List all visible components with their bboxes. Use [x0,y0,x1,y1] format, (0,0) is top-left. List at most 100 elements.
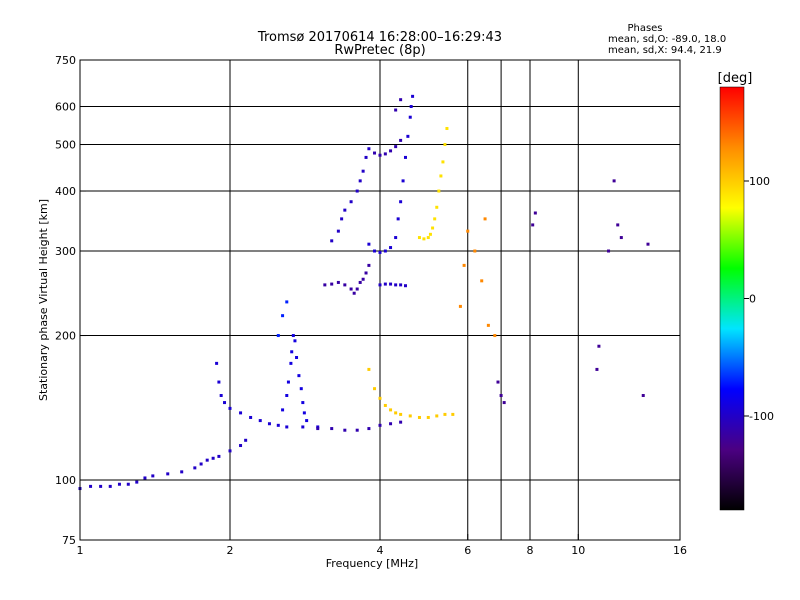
colorbar-ticks: -100 0 100 [744,175,774,423]
data-point [443,143,447,147]
y-tick-label: 75 [62,534,76,547]
data-point [305,419,309,423]
data-point [285,300,289,304]
data-point [217,454,221,458]
data-point [399,420,403,424]
data-point [389,282,393,286]
data-point [378,283,382,287]
data-point [394,411,398,415]
data-point [396,217,400,221]
data-point [378,153,382,157]
data-point [367,263,371,267]
data-point [358,179,362,183]
data-point [135,480,139,484]
data-point [399,412,403,416]
y-tick-label: 300 [55,245,76,258]
x-axis-ticks: 1 2 4 6 8 10 16 [77,534,687,557]
data-point [417,415,421,419]
data-point [223,401,227,405]
data-point [301,401,305,405]
colorbar-label: [deg] [718,71,753,86]
grid-lines [80,60,680,540]
y-tick-label: 750 [55,54,76,67]
data-point [466,229,470,233]
y-tick-label: 600 [55,101,76,114]
chart-subtitle: RwPretec (8p) [334,43,425,58]
data-point [364,155,368,159]
colorbar-tick-label: 100 [749,175,770,188]
data-point [249,415,253,419]
data-point [285,394,289,398]
data-point [267,422,271,426]
data-point [443,412,447,416]
data-point [597,344,601,348]
data-point [361,169,365,173]
data-point [343,283,347,287]
stats-line-x: mean, sd,X: 94.4, 21.9 [608,45,722,56]
x-tick-label: 2 [227,544,234,557]
data-point [352,291,356,295]
data-point [441,160,445,164]
data-point [445,126,449,130]
data-point [316,425,320,429]
data-point [619,236,623,240]
data-point [399,98,403,102]
data-point [383,282,387,286]
data-point [383,152,387,156]
data-point [408,115,412,119]
data-point [228,449,232,453]
data-point [364,271,368,275]
data-point [323,283,327,287]
data-point [361,277,365,281]
data-point [431,226,435,230]
data-point [286,380,290,384]
data-point [531,223,535,227]
y-tick-label: 200 [55,330,76,343]
colorbar-tick-label: 0 [749,293,756,306]
data-point [299,387,303,391]
data-point [301,425,305,429]
data-point [417,236,421,240]
data-point [289,361,293,365]
data-point [316,427,320,431]
data-point [378,423,382,427]
data-point [367,427,371,431]
data-point [281,314,285,318]
data-point [437,189,441,193]
data-point [199,462,203,466]
data-point [343,428,347,432]
data-point [641,394,645,398]
data-point [378,396,382,400]
data-point [367,147,371,151]
data-point [143,476,147,480]
data-point [330,239,334,243]
data-point [383,403,387,407]
data-point [435,414,439,418]
data-point [409,105,413,109]
y-tick-label: 400 [55,185,76,198]
data-point [462,263,466,267]
data-point [166,472,170,476]
data-point [483,217,487,221]
data-point [399,283,403,287]
data-point [340,217,344,221]
stats-heading: Phases [627,23,662,34]
data-point [355,428,359,432]
data-point [349,287,353,291]
data-point [403,155,407,159]
chart-title: Tromsø 20170614 16:28:00–16:29:43 [257,30,502,45]
data-point [205,458,209,462]
data-point [281,408,285,412]
data-point [403,284,407,288]
x-tick-label: 10 [571,544,585,557]
data-point [291,334,295,338]
data-point [290,350,294,354]
data-point [394,145,398,149]
data-point [297,374,301,378]
data-point [228,406,232,410]
data-point [428,232,432,236]
data-point [349,200,353,204]
data-point [293,339,297,343]
data-point [211,456,215,460]
colorbar [719,86,745,511]
